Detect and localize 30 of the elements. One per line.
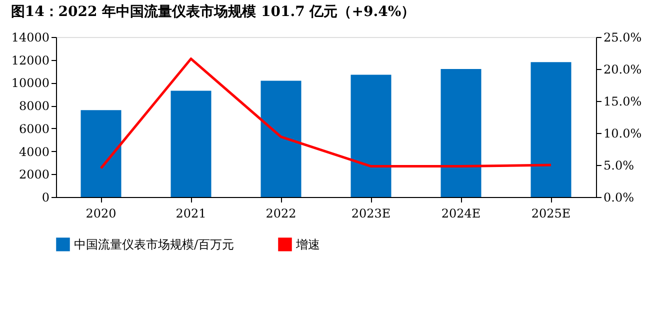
legend-label: 中国流量仪表市场规模/百万元 bbox=[74, 237, 234, 252]
y-tick-label: 8000 bbox=[18, 99, 50, 114]
legend-label: 增速 bbox=[295, 237, 320, 252]
bar bbox=[80, 110, 122, 197]
y-tick-label: 0 bbox=[42, 190, 50, 204]
bar bbox=[260, 80, 302, 197]
x-tick-label: 2025E bbox=[531, 206, 571, 220]
chart-title: 图14：2022 年中国流量仪表市场规模 101.7 亿元（+9.4%） bbox=[10, 3, 416, 20]
y2-tick-label: 5.0% bbox=[604, 158, 634, 172]
y-tick-label: 6000 bbox=[18, 122, 50, 136]
bar bbox=[530, 62, 572, 197]
y2-tick-label: 10.0% bbox=[604, 126, 642, 140]
y-tick-label: 4000 bbox=[18, 144, 50, 159]
x-tick-label: 2022 bbox=[266, 206, 296, 220]
x-tick-label: 2020 bbox=[86, 206, 116, 220]
y-tick-label: 12000 bbox=[11, 53, 50, 68]
y2-tick-label: 25.0% bbox=[604, 30, 642, 44]
bar bbox=[170, 90, 212, 197]
x-tick-label: 2021 bbox=[176, 206, 206, 220]
y-tick-label: 10000 bbox=[11, 76, 50, 90]
bar bbox=[440, 69, 482, 197]
y2-tick-label: 15.0% bbox=[604, 94, 642, 108]
y-tick-label: 14000 bbox=[11, 30, 50, 44]
line-series bbox=[100, 58, 552, 170]
x-tick-label: 2024E bbox=[441, 206, 481, 220]
y2-tick-label: 20.0% bbox=[604, 62, 642, 76]
x-tick-label: 2023E bbox=[351, 206, 391, 220]
y2-tick-label: 0.0% bbox=[604, 190, 634, 204]
y-tick-label: 2000 bbox=[18, 168, 50, 182]
bar bbox=[350, 74, 392, 197]
